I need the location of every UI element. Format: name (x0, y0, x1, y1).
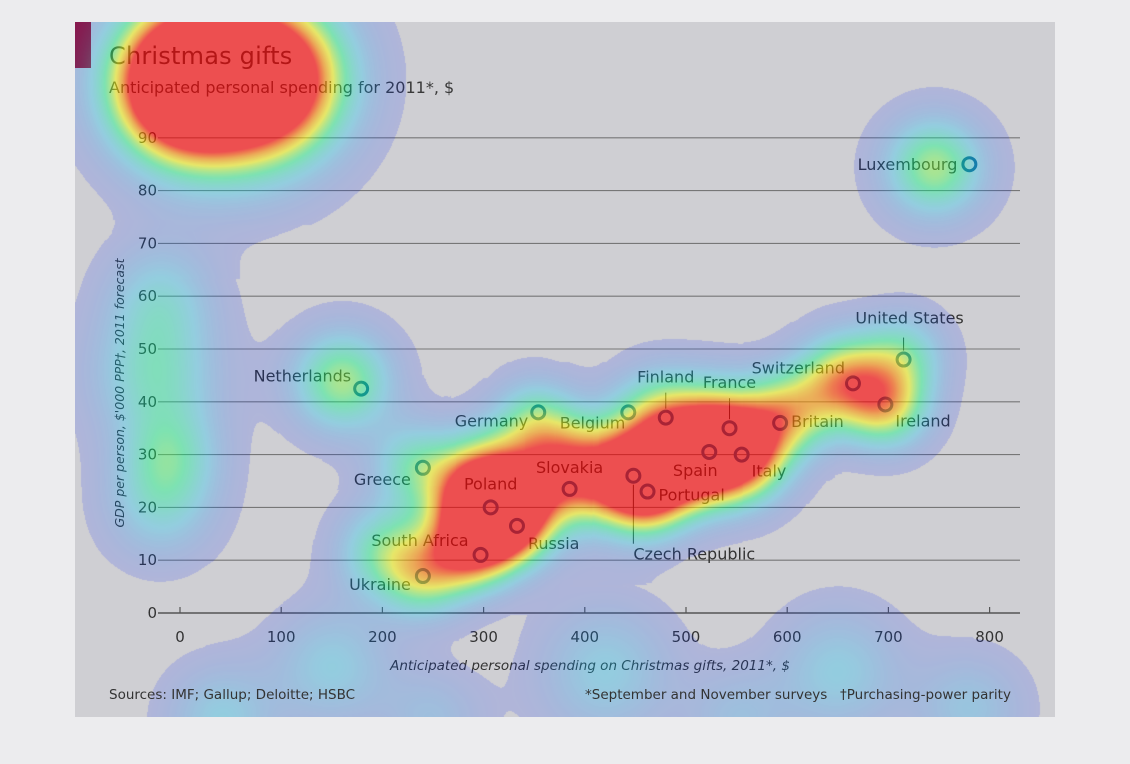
data-point-label: France (703, 373, 756, 392)
data-point-marker (472, 546, 489, 563)
data-point-marker (639, 483, 656, 500)
x-tick-label: 500 (672, 628, 701, 646)
data-point-marker (961, 156, 978, 173)
x-axis-title: Anticipated personal spending on Christm… (389, 658, 790, 674)
data-point-label: Italy (752, 462, 787, 481)
data-point-marker (508, 517, 525, 534)
chart-panel: Christmas gifts Anticipated personal spe… (75, 22, 1055, 717)
data-point-label: Czech Republic (633, 545, 755, 564)
data-point-label: Germany (455, 411, 529, 430)
data-point-label: Finland (637, 368, 694, 387)
data-point-marker (353, 380, 370, 397)
sources-note: Sources: IMF; Gallup; Deloitte; HSBC (109, 687, 356, 703)
y-tick-label: 40 (138, 393, 157, 411)
data-point-marker (721, 420, 738, 437)
y-axis-title: GDP per person, $'000 PPP†, 2011 forecas… (112, 257, 127, 527)
data-point-marker (414, 459, 431, 476)
y-tick-label: 90 (138, 129, 157, 147)
data-point-marker (414, 568, 431, 585)
scatter-plot: 0 10 20 30 40 50 60 70 80 90 0 100 200 300 400 500 600 70… (112, 129, 1020, 674)
y-tick-label: 10 (138, 551, 157, 569)
data-point-marker (701, 443, 718, 460)
data-point-marker (657, 409, 674, 426)
data-point-marker (625, 467, 642, 484)
y-tick-label: 70 (138, 234, 157, 252)
data-point-marker (561, 480, 578, 497)
data-point-label: Ukraine (349, 575, 411, 594)
data-point-marker (530, 404, 547, 421)
y-tick-label: 50 (138, 340, 157, 358)
data-point-label: United States (855, 309, 963, 328)
data-point-marker (895, 351, 912, 368)
x-tick-label: 800 (975, 628, 1004, 646)
data-point-label: Luxembourg (858, 155, 958, 174)
data-point-label: Russia (528, 534, 579, 553)
data-point-label: Switzerland (752, 358, 845, 377)
x-tick-label: 400 (570, 628, 599, 646)
ppp-footnote: †Purchasing-power parity (840, 687, 1011, 703)
data-point-label: Slovakia (536, 458, 603, 477)
y-tick-label: 30 (138, 446, 157, 464)
x-tick-label: 300 (469, 628, 498, 646)
x-tick-label: 200 (368, 628, 397, 646)
survey-footnote: *September and November surveys (585, 687, 828, 703)
data-point-label: Portugal (659, 486, 725, 505)
data-point-label: Greece (354, 470, 411, 489)
data-point-label: Netherlands (254, 367, 352, 386)
y-tick-label: 60 (138, 287, 157, 305)
y-tick-label: 0 (147, 604, 157, 622)
data-point-label: Poland (464, 474, 517, 493)
x-tick-label: 100 (267, 628, 296, 646)
x-tick-label: 0 (175, 628, 185, 646)
data-point-label: Belgium (560, 413, 626, 432)
data-point-marker (844, 375, 861, 392)
data-point-label: Spain (673, 461, 718, 480)
x-tick-label: 600 (773, 628, 802, 646)
data-point-label: Ireland (895, 411, 950, 430)
data-point-label: Britain (791, 412, 844, 431)
y-tick-label: 20 (138, 498, 157, 516)
y-tick-label: 80 (138, 182, 157, 200)
data-point-marker (877, 396, 894, 413)
data-point-marker (772, 414, 789, 431)
data-point-label: South Africa (371, 531, 468, 550)
x-tick-label: 700 (874, 628, 903, 646)
